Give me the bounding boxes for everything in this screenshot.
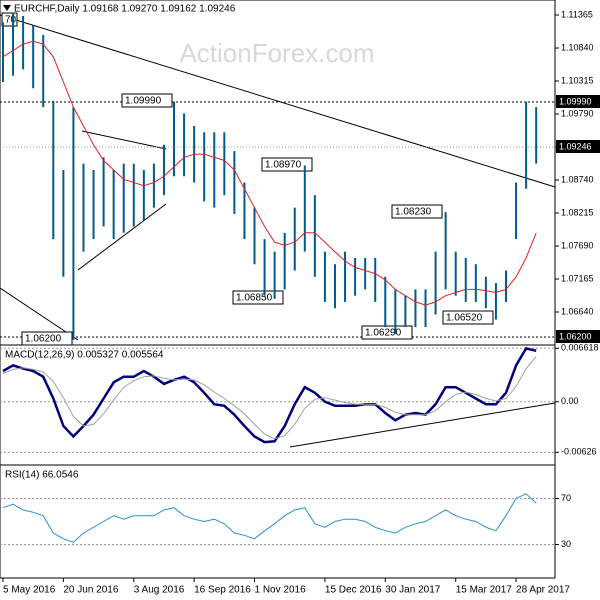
annotation-box bbox=[442, 310, 494, 325]
y-tick-label: 1.06640 bbox=[561, 306, 594, 316]
annotation-label: 1.06520 bbox=[446, 313, 483, 324]
x-tick-label: 30 Jan 2017 bbox=[385, 585, 440, 596]
annotation-label: 70 bbox=[5, 15, 17, 26]
x-tick-label: 15 Dec 2016 bbox=[325, 585, 382, 596]
y-tick-label: 1.08215 bbox=[561, 207, 594, 217]
price-label-box bbox=[556, 140, 600, 153]
annotation-box bbox=[391, 204, 443, 219]
price-label: 1.09990 bbox=[559, 96, 592, 106]
trend-line bbox=[81, 130, 167, 150]
annotation-label: 1.06200 bbox=[25, 334, 62, 345]
annotation-box bbox=[261, 157, 313, 172]
x-tick-label: 15 Mar 2017 bbox=[456, 585, 513, 596]
annotation-label: 1.06850 bbox=[236, 293, 273, 304]
y-tick-label: 1.09790 bbox=[561, 108, 594, 118]
series-line bbox=[2, 346, 537, 444]
series-line bbox=[2, 40, 537, 306]
trend-line bbox=[289, 402, 556, 448]
price-label: 1.09246 bbox=[559, 141, 592, 151]
price-label: 1.06200 bbox=[559, 331, 592, 341]
y-tick-label: 1.10840 bbox=[561, 42, 594, 52]
y-tick-label: 70 bbox=[561, 493, 571, 503]
x-tick-label: 20 Jun 2016 bbox=[63, 585, 118, 596]
annotation-label: 1.09990 bbox=[125, 96, 162, 107]
price-axis: 1.113651.108401.103151.097901.092651.087… bbox=[555, 9, 600, 549]
x-tick-label: 3 Aug 2016 bbox=[134, 585, 185, 596]
trend-line bbox=[77, 203, 167, 271]
x-tick-label: 1 Nov 2016 bbox=[255, 585, 307, 596]
price-label-box bbox=[556, 95, 600, 108]
plot-frame bbox=[0, 0, 556, 579]
annotation-label: 1.06290 bbox=[365, 328, 402, 339]
y-tick-label: -0.00626 bbox=[561, 447, 597, 457]
trend-line bbox=[0, 287, 79, 341]
watermark: ActionForex.com bbox=[179, 38, 374, 68]
x-tick-label: 28 Apr 2017 bbox=[516, 585, 570, 596]
annotation-box bbox=[121, 93, 173, 108]
annotations: 70 1.09990 1.08970 1.06850 1.08230 1.06290 1.0… bbox=[1, 12, 494, 346]
annotation-box bbox=[361, 325, 413, 340]
menu-arrow bbox=[3, 5, 11, 11]
panel-title: MACD(12,26,9) 0.005327 0.005564 bbox=[5, 350, 164, 361]
y-tick-label: 1.11365 bbox=[561, 9, 593, 19]
annotation-box bbox=[232, 290, 284, 305]
y-tick-label: 1.07690 bbox=[561, 240, 594, 250]
annotation-box bbox=[21, 331, 73, 346]
y-tick-label: 1.07165 bbox=[561, 273, 594, 283]
series-line bbox=[2, 493, 537, 543]
chart-title: EURCHF,Daily 1.09168 1.09270 1.09162 1.0… bbox=[14, 4, 236, 15]
x-tick-label: 16 Sep 2016 bbox=[194, 585, 251, 596]
annotation-label: 1.08970 bbox=[265, 160, 302, 171]
y-tick-label: 1.10315 bbox=[561, 75, 594, 85]
series-line bbox=[2, 356, 537, 440]
y-tick-label: 30 bbox=[561, 539, 571, 549]
annotation-label: 1.08230 bbox=[395, 207, 432, 218]
panel-title: RSI(14) 66.0546 bbox=[5, 470, 79, 481]
y-tick-label: 0.006618 bbox=[561, 343, 599, 353]
y-tick-label: 1.08740 bbox=[561, 174, 594, 184]
price-label-box bbox=[556, 330, 600, 343]
y-tick-label: 0.00 bbox=[561, 396, 579, 406]
x-tick-label: 5 May 2016 bbox=[3, 585, 56, 596]
trend-line bbox=[0, 14, 556, 188]
